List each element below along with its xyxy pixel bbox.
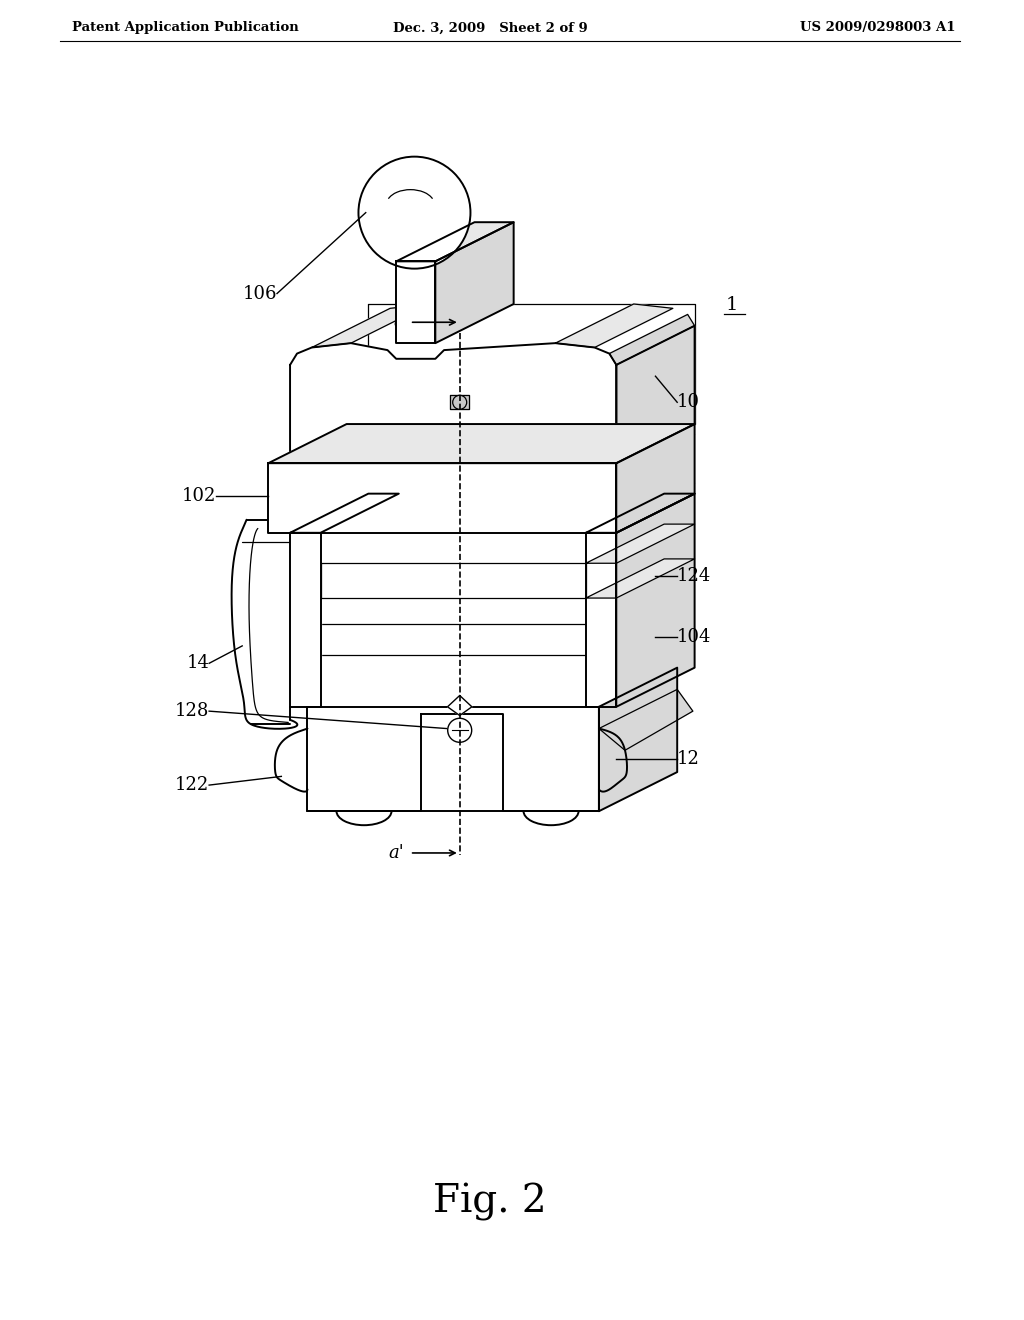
Polygon shape	[555, 304, 673, 347]
Polygon shape	[451, 396, 469, 409]
Text: 106: 106	[243, 285, 278, 302]
Polygon shape	[447, 696, 472, 715]
Polygon shape	[609, 314, 694, 364]
Text: 102: 102	[181, 487, 216, 506]
Polygon shape	[311, 304, 429, 347]
Polygon shape	[321, 564, 586, 598]
Text: a': a'	[388, 843, 403, 862]
Polygon shape	[599, 668, 677, 812]
Text: 128: 128	[175, 702, 209, 721]
Text: 124: 124	[677, 568, 712, 585]
Polygon shape	[586, 494, 694, 533]
Text: Dec. 3, 2009   Sheet 2 of 9: Dec. 3, 2009 Sheet 2 of 9	[392, 21, 588, 34]
Polygon shape	[616, 494, 694, 706]
Text: 10: 10	[677, 393, 700, 412]
Text: 12: 12	[677, 750, 700, 768]
Text: a: a	[393, 313, 403, 331]
Text: 1: 1	[726, 296, 738, 314]
Text: Fig. 2: Fig. 2	[433, 1183, 547, 1221]
Text: 104: 104	[677, 628, 712, 647]
Polygon shape	[396, 222, 514, 261]
Circle shape	[358, 157, 470, 269]
Polygon shape	[290, 343, 616, 463]
Text: 122: 122	[175, 776, 209, 795]
Polygon shape	[396, 261, 435, 343]
Polygon shape	[435, 222, 514, 343]
Text: US 2009/0298003 A1: US 2009/0298003 A1	[800, 21, 955, 34]
Polygon shape	[421, 714, 503, 812]
Polygon shape	[586, 524, 694, 564]
Polygon shape	[616, 326, 694, 463]
Polygon shape	[268, 424, 694, 463]
Polygon shape	[290, 494, 398, 533]
Polygon shape	[586, 558, 694, 598]
Text: 14: 14	[186, 655, 209, 672]
Polygon shape	[290, 533, 321, 706]
Circle shape	[453, 395, 467, 409]
Polygon shape	[586, 533, 616, 706]
Polygon shape	[369, 304, 694, 424]
Text: Patent Application Publication: Patent Application Publication	[72, 21, 299, 34]
Circle shape	[447, 718, 472, 742]
Polygon shape	[616, 424, 694, 533]
Polygon shape	[307, 706, 599, 812]
Polygon shape	[268, 463, 616, 533]
Polygon shape	[599, 689, 693, 750]
